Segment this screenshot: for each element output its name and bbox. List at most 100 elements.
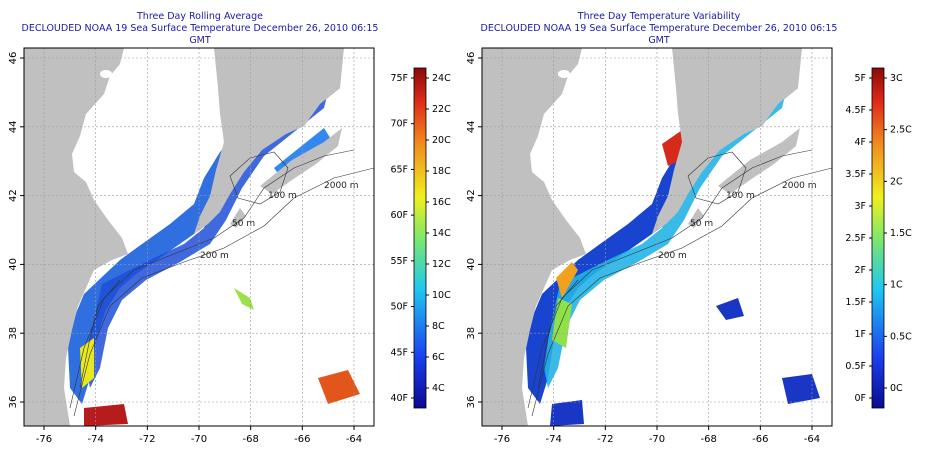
panel-2-cb-left-label: 1F (854, 329, 866, 340)
panel-1-land-capecod (230, 208, 246, 228)
contour-georgesbank (229, 151, 289, 205)
panel-1-cb-left-label: 40F (390, 393, 408, 404)
panel-2-frame (481, 47, 833, 427)
panel-2-subtitle: DECLOUDED NOAA 19 Sea Surface Temperatur… (480, 23, 838, 46)
panel-2-contour-label: 200 m (658, 251, 687, 261)
panel-2-cb-left-label: 4F (854, 137, 866, 148)
panel-2-cb-right-label: 1C (890, 280, 903, 291)
sst-shelf-cold-core (86, 92, 328, 388)
panel-2-lake (558, 70, 570, 78)
contour-2000m (73, 167, 375, 417)
panel-1-ytick-label: 42 (8, 189, 19, 202)
panel-1-ytick-label: 46 (8, 52, 19, 65)
panel-1-title-block: Three Day Rolling Average DECLOUDED NOAA… (20, 11, 380, 47)
panel-1-ytick-label: 38 (8, 327, 19, 340)
contour-50m (537, 279, 579, 389)
panel-1-subtitle: DECLOUDED NOAA 19 Sea Surface Temperatur… (21, 23, 379, 46)
panel-1-cb-left-label: 70F (390, 119, 408, 130)
panel-1-contour-label: 50 m (232, 219, 255, 229)
panel-1-xtick-label: -72 (139, 434, 155, 445)
sst-eddy-1 (234, 288, 254, 310)
panel-2-cb-right-label: 2C (890, 176, 903, 187)
panel-1-lake (100, 70, 112, 78)
panel-2-cb-right-label: 3C (890, 73, 903, 84)
panel-2-cb-left-label: 5F (854, 73, 866, 84)
panel-1-cb-right-label: 14C (432, 228, 451, 239)
panel-1-cb-right-label: 6C (432, 352, 445, 363)
panel-2-xtick-label: -72 (597, 434, 613, 445)
panel-2-cb-left-label: 3.5F (845, 169, 866, 180)
contour-200m (527, 149, 813, 409)
sst-gulfstream-east (318, 370, 360, 404)
panel-1-xtick-label: -70 (191, 434, 207, 445)
panel-2-cb-left-label: 0F (854, 393, 866, 404)
panel-1-cb-right-label: 18C (432, 166, 451, 177)
panel-1-xtick-label: -66 (294, 434, 310, 445)
panel-2-land-novascotia (718, 128, 800, 194)
var-shelf-mid (544, 92, 786, 388)
var-south-patch (550, 400, 584, 426)
var-hotspot-southshelf (556, 262, 578, 298)
contour-200m (69, 149, 355, 409)
panel-1-cb-right-label: 10C (432, 290, 451, 301)
panel-1-title: Three Day Rolling Average (137, 11, 263, 22)
var-eddy-1 (716, 298, 744, 320)
panel-2-ytick-label: 36 (466, 396, 477, 409)
panel-2-cb-left-label: 0.5F (845, 361, 866, 372)
panel-2-contours (527, 149, 833, 417)
panel-1-cb-right-label: 4C (432, 383, 445, 394)
panel-2-land-capecod (688, 208, 704, 228)
panel-1-cb-right-label: 8C (432, 321, 445, 332)
panel-2-ytick-label: 40 (466, 258, 477, 271)
panel-1-ytick-label: 44 (8, 120, 19, 133)
panel-1-cb-right-label: 22C (432, 104, 451, 115)
panel-1-land-mainland (24, 48, 128, 426)
panel-1-colorbar (413, 67, 427, 409)
panel-2-cb-right-label: 1.5C (890, 228, 912, 239)
panel-2-ytick-label: 38 (466, 327, 477, 340)
contour-2000m (531, 167, 833, 417)
panel-2-xtick-label: -76 (494, 434, 510, 445)
panel-2-contour-label: 50 m (690, 219, 713, 229)
panel-1-ytick-label: 36 (8, 396, 19, 409)
panel-2-map: 100 m 2000 m 200 m 50 m -76 -74 -72 -70 -68 -66 -6… (466, 47, 912, 445)
panel-1-cb-right-label: 24C (432, 73, 451, 84)
panel-1-cb-left-label: 75F (390, 73, 408, 84)
panel-2-xtick-label: -70 (649, 434, 665, 445)
panel-1-frame (23, 47, 375, 427)
contour-50m (79, 279, 121, 389)
panel-1-contours (69, 149, 375, 417)
panel-2-title-block: Three Day Temperature Variability DECLOU… (478, 11, 840, 47)
panel-2-ytick-label: 44 (466, 120, 477, 133)
panel-2-cb-left-label: 1.5F (845, 297, 866, 308)
panel-2-cb-left-label: 2.5F (845, 233, 866, 244)
panel-1-land-novascotia (260, 128, 342, 194)
panel-2-cb-right-label: 0C (890, 383, 903, 394)
panel-2-cb-right-label: 0.5C (890, 331, 912, 342)
panel-2-xtick-label: -66 (752, 434, 768, 445)
panel-2-cb-left-label: 3F (854, 201, 866, 212)
panel-2-cb-left-label: 2F (854, 265, 866, 276)
panel-1-cb-left-label: 60F (390, 210, 408, 221)
panel-1-land-north (194, 48, 344, 234)
panel-1-cb-left-label: 50F (390, 302, 408, 313)
panel-1-map: 100 m 2000 m 200 m 50 m -76 -74 -72 -70 -68 -66 -6… (8, 47, 451, 445)
panel-2-contour-label: 2000 m (782, 181, 817, 191)
contour-georgesbank (687, 151, 747, 205)
panel-2-cb-right-label: 2.5C (890, 125, 912, 136)
panel-1-cb-right-label: 20C (432, 135, 451, 146)
panel-2-plot-area: 100 m 2000 m 200 m 50 m -76 -74 -72 -70 -68 -66 -6… (466, 47, 912, 445)
panel-2-ytick-label: 42 (466, 189, 477, 202)
panel-1-cb-left-label: 45F (390, 347, 408, 358)
panel-1-plot-area: 100 m 2000 m 200 m 50 m -76 -74 -72 -70 -68 -66 -6… (8, 47, 451, 445)
panel-2-ytick-label: 46 (466, 52, 477, 65)
panel-1-xtick-label: -64 (346, 434, 362, 445)
panel-1-xtick-label: -76 (36, 434, 52, 445)
var-eddy-2 (782, 374, 820, 404)
panel-2-title: Three Day Temperature Variability (577, 11, 741, 22)
panel-1-xtick-label: -74 (87, 434, 103, 445)
panel-1-contour-label: 2000 m (324, 181, 359, 191)
panel-1-cb-right-label: 12C (432, 259, 451, 270)
panel-2-land-mainland (482, 48, 586, 426)
panel-1-cb-left-label: 55F (390, 256, 408, 267)
